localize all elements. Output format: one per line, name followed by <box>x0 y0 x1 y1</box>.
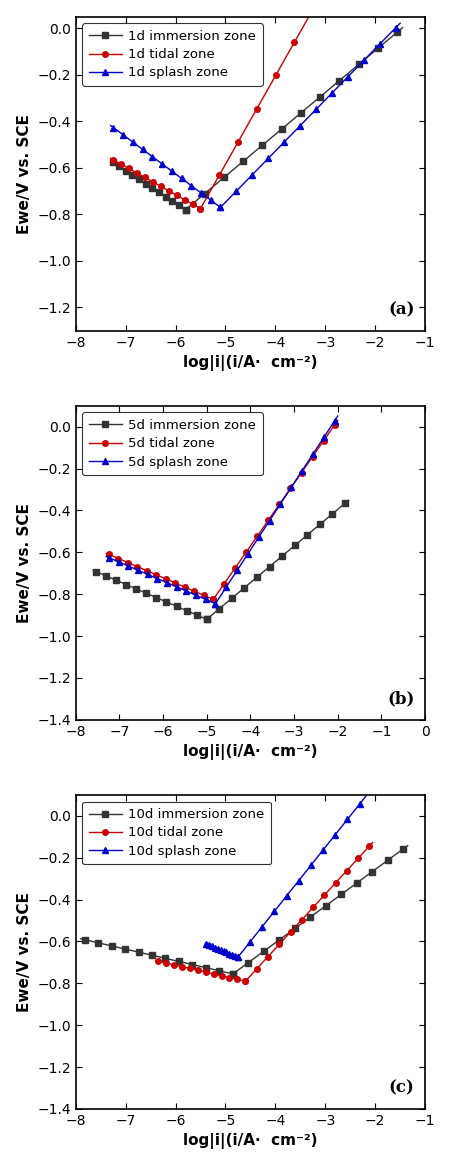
1d immersion zone <box>137 173 143 187</box>
1d splash zone <box>169 164 174 178</box>
Text: (a): (a) <box>387 301 414 318</box>
Line: 5d splash zone: 5d splash zone <box>103 554 218 606</box>
1d immersion zone <box>108 154 113 168</box>
5d immersion zone <box>136 583 142 597</box>
10d immersion zone <box>230 967 235 981</box>
1d splash zone <box>120 128 125 142</box>
10d immersion zone <box>138 946 143 960</box>
1d splash zone <box>147 148 152 162</box>
1d immersion zone <box>182 203 188 217</box>
5d splash zone <box>164 576 170 590</box>
Line: 5d tidal zone: 5d tidal zone <box>103 550 216 602</box>
Line: 10d splash zone: 10d splash zone <box>202 941 240 960</box>
1d immersion zone <box>149 181 155 195</box>
10d splash zone <box>214 941 219 955</box>
Legend: 10d immersion zone, 10d tidal zone, 10d splash zone: 10d immersion zone, 10d tidal zone, 10d … <box>82 801 271 864</box>
10d tidal zone <box>242 975 248 989</box>
1d tidal zone <box>144 171 149 185</box>
5d splash zone <box>142 567 147 581</box>
X-axis label: log|i|(i/A·  cm⁻²): log|i|(i/A· cm⁻²) <box>183 356 317 371</box>
Line: 1d splash zone: 1d splash zone <box>108 122 223 210</box>
10d immersion zone <box>78 932 83 946</box>
1d immersion zone <box>134 171 139 185</box>
10d splash zone <box>235 950 240 964</box>
5d splash zone <box>138 564 143 578</box>
Line: 1d immersion zone: 1d immersion zone <box>108 159 188 212</box>
10d tidal zone <box>188 962 193 976</box>
1d tidal zone <box>108 152 113 166</box>
5d immersion zone <box>203 612 209 626</box>
Y-axis label: Ewe/V vs. SCE: Ewe/V vs. SCE <box>17 114 32 233</box>
Line: 10d tidal zone: 10d tidal zone <box>152 957 248 984</box>
1d immersion zone <box>116 160 122 174</box>
1d tidal zone <box>136 167 142 181</box>
10d splash zone <box>215 942 221 956</box>
5d immersion zone <box>130 581 136 595</box>
10d tidal zone <box>181 960 186 974</box>
1d splash zone <box>108 119 113 133</box>
5d tidal zone <box>210 592 216 606</box>
10d splash zone <box>212 941 218 955</box>
10d tidal zone <box>202 965 208 979</box>
X-axis label: log|i|(i/A·  cm⁻²): log|i|(i/A· cm⁻²) <box>183 744 317 760</box>
10d immersion zone <box>139 946 145 960</box>
5d tidal zone <box>141 563 147 577</box>
10d splash zone <box>202 936 208 950</box>
10d immersion zone <box>162 951 168 965</box>
10d tidal zone <box>152 954 158 968</box>
10d tidal zone <box>184 961 190 975</box>
5d immersion zone <box>153 591 159 605</box>
Text: (b): (b) <box>387 690 414 708</box>
1d tidal zone <box>118 157 123 171</box>
1d immersion zone <box>138 174 143 188</box>
Line: 1d tidal zone: 1d tidal zone <box>108 155 203 211</box>
Legend: 1d immersion zone, 1d tidal zone, 1d splash zone: 1d immersion zone, 1d tidal zone, 1d spl… <box>82 23 262 86</box>
5d immersion zone <box>135 583 140 597</box>
Line: 10d immersion zone: 10d immersion zone <box>78 936 235 977</box>
5d splash zone <box>146 568 152 582</box>
5d immersion zone <box>103 569 109 583</box>
1d splash zone <box>143 145 148 159</box>
10d splash zone <box>221 944 226 958</box>
Y-axis label: Ewe/V vs. SCE: Ewe/V vs. SCE <box>17 503 32 623</box>
1d immersion zone <box>131 169 137 183</box>
5d tidal zone <box>147 566 152 580</box>
1d tidal zone <box>198 202 203 216</box>
1d splash zone <box>152 152 157 166</box>
5d tidal zone <box>163 573 168 586</box>
5d splash zone <box>212 597 218 611</box>
Text: (c): (c) <box>388 1080 414 1096</box>
Legend: 5d immersion zone, 5d tidal zone, 5d splash zone: 5d immersion zone, 5d tidal zone, 5d spl… <box>82 413 262 475</box>
1d tidal zone <box>143 171 148 185</box>
1d tidal zone <box>157 180 163 194</box>
5d splash zone <box>147 569 153 583</box>
Y-axis label: Ewe/V vs. SCE: Ewe/V vs. SCE <box>17 892 32 1012</box>
5d splash zone <box>103 549 109 563</box>
Line: 5d immersion zone: 5d immersion zone <box>90 568 209 623</box>
5d tidal zone <box>145 564 151 578</box>
10d immersion zone <box>95 936 101 950</box>
10d splash zone <box>216 942 221 956</box>
10d splash zone <box>206 939 212 953</box>
X-axis label: log|i|(i/A·  cm⁻²): log|i|(i/A· cm⁻²) <box>183 1133 317 1150</box>
1d splash zone <box>151 150 156 164</box>
10d tidal zone <box>189 962 194 976</box>
5d splash zone <box>116 555 121 569</box>
10d tidal zone <box>163 956 168 970</box>
10d immersion zone <box>126 943 131 957</box>
5d tidal zone <box>137 561 143 575</box>
10d immersion zone <box>132 944 137 958</box>
5d immersion zone <box>126 578 132 592</box>
5d tidal zone <box>103 547 109 561</box>
5d tidal zone <box>115 552 121 566</box>
5d immersion zone <box>90 563 96 577</box>
1d splash zone <box>217 201 223 215</box>
1d tidal zone <box>139 169 145 183</box>
